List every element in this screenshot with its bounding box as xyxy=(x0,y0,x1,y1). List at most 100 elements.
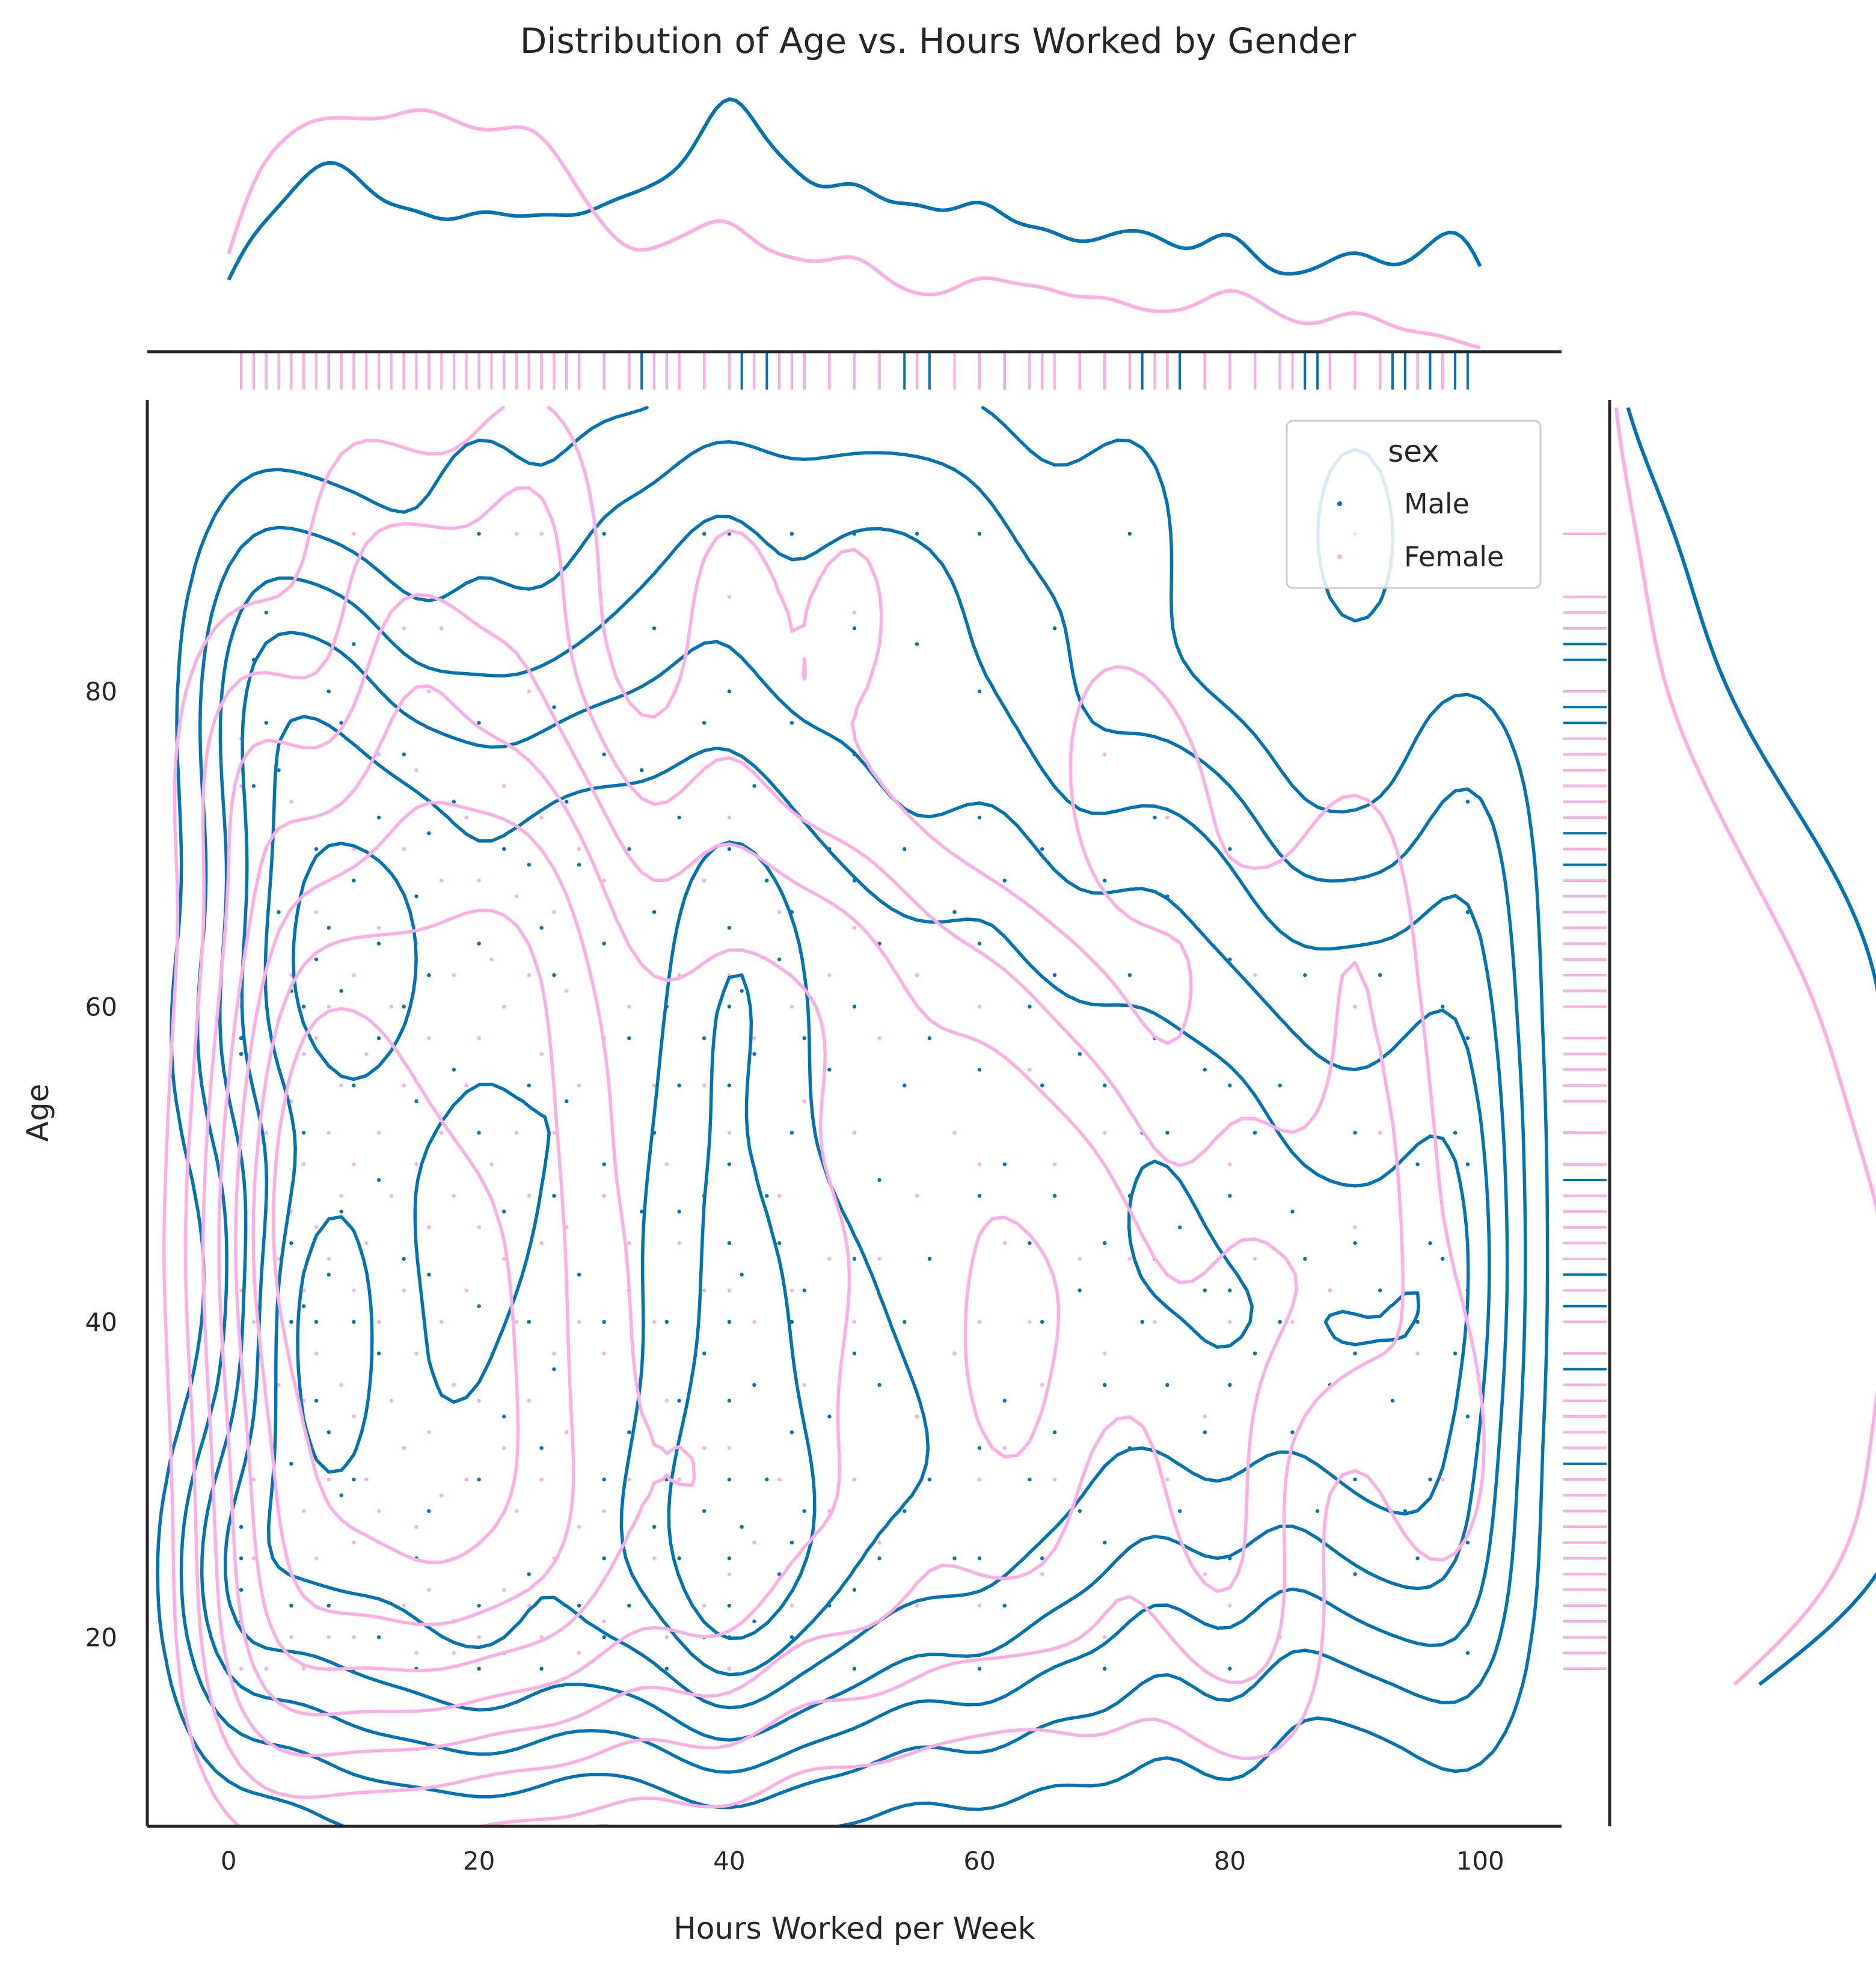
scatter-point-male xyxy=(1178,1225,1182,1229)
scatter-point-male xyxy=(577,1603,581,1608)
scatter-point-male xyxy=(802,1509,806,1513)
scatter-point-male xyxy=(627,847,631,851)
scatter-point-male xyxy=(1453,1131,1458,1135)
scatter-point-female xyxy=(552,1131,556,1135)
scatter-point-female xyxy=(577,1083,581,1088)
scatter-point-female xyxy=(477,1036,481,1041)
scatter-point-male xyxy=(777,1572,782,1576)
scatter-point-male xyxy=(264,721,268,725)
scatter-point-male xyxy=(677,1398,681,1403)
scatter-point-female xyxy=(427,1036,431,1041)
scatter-point-male xyxy=(1002,1398,1007,1403)
scatter-point-female xyxy=(289,1099,293,1104)
scatter-point-male xyxy=(1465,1415,1470,1419)
scatter-point-female xyxy=(364,1241,369,1245)
scatter-point-male xyxy=(477,721,481,725)
scatter-point-male xyxy=(414,894,418,899)
scatter-point-female xyxy=(877,1540,881,1545)
scatter-point-female xyxy=(602,1194,606,1198)
scatter-point-female xyxy=(376,1509,381,1513)
scatter-point-male xyxy=(727,926,732,930)
scatter-point-female xyxy=(702,1603,707,1608)
scatter-point-male xyxy=(376,1178,381,1182)
scatter-point-male xyxy=(977,1556,982,1561)
scatter-point-male xyxy=(1278,1320,1282,1324)
scatter-point-female xyxy=(777,910,782,914)
scatter-point-male xyxy=(552,705,556,709)
scatter-point-male xyxy=(677,815,681,820)
scatter-point-male xyxy=(552,1367,556,1371)
scatter-point-female xyxy=(727,1446,732,1450)
scatter-point-male xyxy=(877,1383,881,1387)
scatter-point-male xyxy=(289,1241,293,1245)
scatter-point-female xyxy=(852,1320,857,1324)
scatter-point-female xyxy=(452,1194,456,1198)
scatter-point-female xyxy=(1165,1477,1169,1482)
scatter-point-female xyxy=(352,1635,356,1639)
scatter-point-female xyxy=(1002,1446,1007,1450)
scatter-point-male xyxy=(927,1256,932,1261)
scatter-point-female xyxy=(664,1162,669,1166)
scatter-point-female xyxy=(627,1005,631,1009)
scatter-point-male xyxy=(1103,878,1107,883)
scatter-point-male xyxy=(1127,973,1132,977)
scatter-point-female xyxy=(352,1162,356,1166)
scatter-point-male xyxy=(1052,973,1057,977)
x-tick-label: 80 xyxy=(1214,1846,1246,1876)
scatter-point-male xyxy=(727,1241,732,1245)
scatter-point-female xyxy=(1040,1572,1044,1576)
right-marginal-plot xyxy=(1563,400,1876,1826)
scatter-point-female xyxy=(402,1603,406,1608)
right-kde-male xyxy=(1626,407,1876,1686)
scatter-point-female xyxy=(326,1477,331,1482)
scatter-point-male xyxy=(1252,1131,1257,1135)
scatter-point-female xyxy=(727,815,732,820)
x-tick-label: 0 xyxy=(221,1846,237,1876)
scatter-point-male xyxy=(1228,1194,1232,1198)
kde-contour-female xyxy=(162,406,1486,1826)
scatter-point-female xyxy=(527,1603,531,1608)
scatter-point-female xyxy=(877,1256,881,1261)
scatter-point-female xyxy=(1052,1477,1057,1482)
scatter-point-male xyxy=(1103,1666,1107,1671)
scatter-point-male xyxy=(977,1194,982,1198)
scatter-point-male xyxy=(239,1588,244,1592)
scatter-point-male xyxy=(277,910,281,914)
scatter-point-female xyxy=(326,1005,331,1009)
scatter-point-male xyxy=(765,1194,769,1198)
scatter-point-male xyxy=(376,1036,381,1041)
scatter-point-male xyxy=(1441,1256,1445,1261)
scatter-point-male xyxy=(640,768,644,772)
scatter-point-male xyxy=(752,784,756,788)
scatter-point-female xyxy=(677,1241,681,1245)
scatter-point-male xyxy=(627,1603,631,1608)
scatter-point-male xyxy=(602,1320,606,1324)
scatter-point-male xyxy=(827,1068,832,1072)
scatter-point-male xyxy=(677,1083,681,1088)
scatter-point-female xyxy=(1103,1351,1107,1356)
kde-contour-female xyxy=(183,486,1405,1799)
scatter-point-female xyxy=(314,1225,319,1229)
scatter-point-male xyxy=(802,1288,806,1292)
scatter-point-male xyxy=(602,752,606,757)
scatter-point-male xyxy=(1052,626,1057,631)
kde-contour-male xyxy=(292,840,1421,1677)
scatter-point-female xyxy=(1052,1162,1057,1166)
scatter-point-male xyxy=(1103,1540,1107,1545)
scatter-point-male xyxy=(1465,1540,1470,1545)
scatter-point-female xyxy=(915,1603,919,1608)
scatter-point-male xyxy=(527,1320,531,1324)
scatter-point-male xyxy=(1153,815,1157,820)
scatter-point-female xyxy=(752,1540,756,1545)
scatter-point-female xyxy=(1103,1131,1107,1135)
scatter-point-female xyxy=(339,1383,343,1387)
top-marginal-plot xyxy=(147,97,1562,390)
legend-box xyxy=(1286,420,1542,589)
x-axis-label: Hours Worked per Week xyxy=(673,1911,1035,1946)
right-kde-female xyxy=(1614,407,1876,1686)
scatter-point-male xyxy=(239,1556,244,1561)
scatter-point-female xyxy=(702,1446,707,1450)
scatter-point-male xyxy=(1465,1162,1470,1166)
scatter-point-male xyxy=(677,1210,681,1214)
